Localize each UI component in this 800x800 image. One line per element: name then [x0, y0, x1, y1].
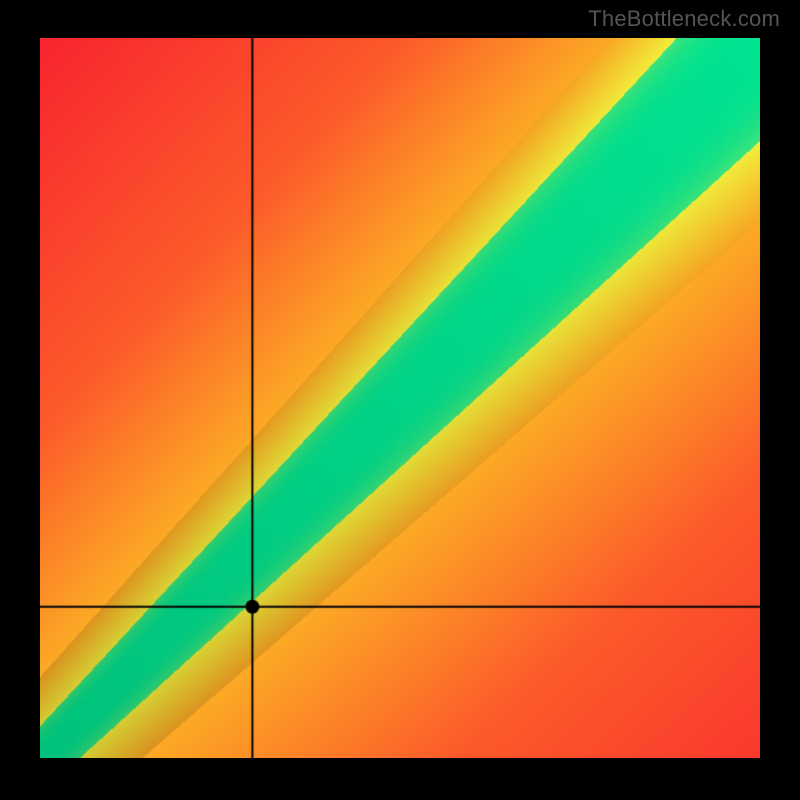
heatmap-canvas — [40, 38, 760, 758]
chart-container: TheBottleneck.com — [0, 0, 800, 800]
watermark-text: TheBottleneck.com — [588, 6, 780, 32]
